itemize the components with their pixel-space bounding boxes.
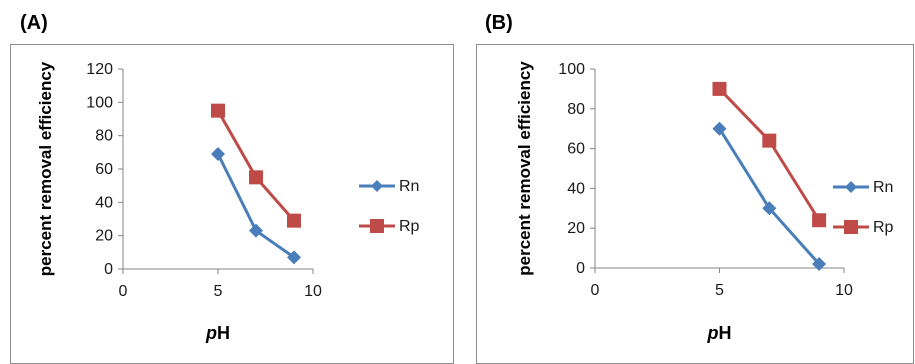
y-axis-label: percent removal efficiency bbox=[36, 61, 55, 276]
y-tick-label: 80 bbox=[95, 128, 113, 145]
x-tick-label: 10 bbox=[835, 282, 853, 299]
point-rn bbox=[712, 121, 727, 136]
legend-marker-rn bbox=[845, 181, 857, 193]
y-tick-label: 60 bbox=[95, 161, 113, 178]
x-tick-label: 0 bbox=[119, 283, 128, 300]
x-tick-label: 0 bbox=[591, 282, 600, 299]
y-tick-label: 120 bbox=[86, 61, 113, 78]
point-rn bbox=[812, 257, 827, 272]
legend-label-rn: Rn bbox=[873, 179, 893, 196]
x-tick-label: 10 bbox=[304, 283, 322, 300]
x-axis-label: pH bbox=[205, 323, 230, 343]
legend-label-rp: Rp bbox=[873, 219, 894, 236]
legend-marker-rp bbox=[844, 220, 858, 234]
legend-marker-rp bbox=[370, 219, 384, 233]
y-tick-label: 0 bbox=[104, 261, 113, 278]
point-rp bbox=[249, 170, 263, 185]
panel-label-b: (B) bbox=[485, 12, 513, 34]
point-rn bbox=[287, 250, 301, 265]
y-tick-label: 40 bbox=[95, 194, 113, 211]
y-tick-label: 100 bbox=[86, 94, 113, 111]
point-rn bbox=[249, 223, 263, 238]
point-rn bbox=[211, 147, 225, 161]
series-line-rp bbox=[216, 109, 296, 222]
y-tick-label: 100 bbox=[558, 61, 585, 78]
legend-marker-rn bbox=[371, 180, 383, 192]
chart-b: 0 20 40 60 80 100 0 5 10 percent removal efficien… bbox=[515, 61, 894, 343]
chart-frame-a: 0 20 40 60 80 100 120 0 5 10 percent removal effic… bbox=[10, 44, 454, 364]
y-tick-label: 20 bbox=[95, 228, 113, 245]
y-tick-label: 20 bbox=[567, 220, 585, 237]
point-rp bbox=[287, 213, 301, 228]
point-rp bbox=[762, 133, 777, 148]
y-tick-label: 40 bbox=[567, 180, 585, 197]
y-tick-label: 0 bbox=[576, 260, 585, 277]
legend-label-rn: Rn bbox=[399, 178, 419, 195]
chart-a: 0 20 40 60 80 100 120 0 5 10 percent removal effic… bbox=[36, 61, 420, 343]
y-tick-label: 60 bbox=[567, 141, 585, 158]
point-rn bbox=[762, 201, 777, 216]
point-rp bbox=[812, 213, 827, 228]
panel-label-a: (A) bbox=[20, 12, 48, 34]
x-tick-label: 5 bbox=[214, 283, 223, 300]
legend-label-rp: Rp bbox=[399, 218, 420, 235]
chart-frame-b: 0 20 40 60 80 100 0 5 10 percent removal efficien… bbox=[476, 44, 914, 364]
x-axis-label: pH bbox=[707, 323, 732, 343]
y-axis-label: percent removal efficiency bbox=[515, 61, 534, 276]
x-tick-label: 5 bbox=[715, 282, 724, 299]
y-tick-label: 80 bbox=[567, 101, 585, 118]
point-rp bbox=[211, 103, 225, 118]
point-rp bbox=[712, 81, 727, 96]
